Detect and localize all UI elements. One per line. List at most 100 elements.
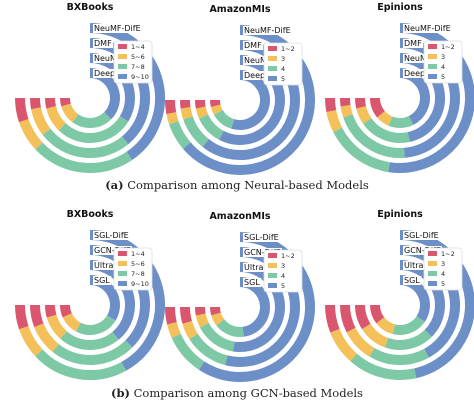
legend-label: 5 xyxy=(281,282,285,290)
ring-segment xyxy=(59,97,71,107)
series-label: SGL-DifE xyxy=(244,233,279,242)
series-label: NeuMF-DifE xyxy=(404,24,451,33)
series-label-bg xyxy=(403,246,442,255)
series-label-bg xyxy=(243,263,283,272)
legend-swatch xyxy=(428,64,437,69)
legend-label: 5~6 xyxy=(131,53,145,61)
legend-swatch xyxy=(118,64,127,69)
caption-tag: (a) xyxy=(105,178,124,192)
legend-frame xyxy=(423,40,463,84)
ring-segment xyxy=(89,68,120,120)
ring-segment xyxy=(60,331,119,350)
ring-segment xyxy=(355,304,371,330)
ring-segment xyxy=(19,325,43,357)
legend-swatch xyxy=(268,46,277,51)
caption-gcn: (b) Comparison among GCN-based Models xyxy=(0,386,474,400)
series-label-bg xyxy=(403,54,433,63)
ring-segment xyxy=(325,304,340,333)
legend: 1~2 3 4 5 xyxy=(263,249,303,293)
ring-segment xyxy=(72,111,112,128)
series-label-bg xyxy=(243,26,292,35)
legend-swatch xyxy=(268,56,277,61)
ring-segment xyxy=(399,230,474,379)
ring-segment xyxy=(62,312,81,332)
legend-label: 5~6 xyxy=(131,260,145,268)
series-label-bg xyxy=(403,69,437,78)
series-label-bg xyxy=(93,54,123,63)
legend-label: 4 xyxy=(441,63,445,71)
ring-segment xyxy=(45,304,57,318)
radial-chart-panel: BXBooks SGL-DifE GCN-DifE UltraGCN SGL 1~4 5~6… xyxy=(15,209,165,380)
series-label: DeepCF xyxy=(404,69,436,78)
legend-label: 1~2 xyxy=(441,43,455,51)
legend-swatch xyxy=(268,273,277,278)
series-label-bg xyxy=(93,231,130,240)
series-label-bg xyxy=(93,39,114,48)
panel-title: Epinions xyxy=(377,2,423,13)
legend: 1~2 3 4 5 xyxy=(423,247,463,291)
ring-segment xyxy=(35,142,133,173)
ring-segment xyxy=(346,327,375,357)
series-label: NeuMF xyxy=(94,54,122,63)
ring-segment xyxy=(46,105,66,131)
legend-swatch xyxy=(118,54,127,59)
series-label-bg xyxy=(243,248,282,257)
series-label-bg xyxy=(403,261,443,270)
ring-segment xyxy=(195,99,206,109)
legend-label: 3 xyxy=(441,53,445,61)
ring-segment xyxy=(195,313,209,328)
legend-swatch xyxy=(118,44,127,49)
legend-label: 4 xyxy=(441,270,445,278)
series-label: UltraGCN xyxy=(404,261,441,270)
caption-neural: (a) Comparison among Neural-based Models xyxy=(0,178,474,192)
legend-swatch xyxy=(268,76,277,81)
series-label: NeuMF-DifE xyxy=(94,24,141,33)
ring-segment xyxy=(218,55,285,145)
ring-segment xyxy=(198,114,224,140)
series-label: UltraGCN xyxy=(244,263,281,272)
ring-segment xyxy=(182,25,315,175)
legend-swatch xyxy=(118,281,127,286)
legend-label: 1~4 xyxy=(131,250,145,258)
ring-segment xyxy=(189,333,228,366)
ring-segment xyxy=(377,110,393,126)
legend-frame xyxy=(263,42,303,86)
ring-segment xyxy=(340,304,356,333)
ring-segment xyxy=(164,306,177,325)
legend-swatch xyxy=(268,66,277,71)
ring-segment xyxy=(75,315,116,335)
series-label-bg xyxy=(93,69,127,78)
ring-segment xyxy=(231,70,270,130)
series-label-bg xyxy=(403,276,422,285)
legend: 1~2 3 4 5 xyxy=(423,40,463,84)
ring-segment xyxy=(388,23,474,173)
legend-label: 3 xyxy=(281,262,285,270)
series-label-bg xyxy=(93,246,132,255)
legend-label: 1~4 xyxy=(131,43,145,51)
ring-segment xyxy=(333,127,391,173)
legend: 1~4 5~6 7~8 9~10 xyxy=(113,40,153,84)
series-label: DeepCF xyxy=(94,69,126,78)
legend: 1~2 3 4 5 xyxy=(263,42,303,86)
ring-segment xyxy=(89,275,120,321)
ring-segment xyxy=(169,120,191,149)
legend-swatch xyxy=(118,271,127,276)
series-label: DeepCF xyxy=(244,71,276,80)
ring-segment xyxy=(165,99,177,115)
ring-segment xyxy=(35,349,127,380)
ring-segment xyxy=(30,304,44,328)
radial-chart-panel: AmazonMIs SGL-DifE GCN-DifE UltraGCN SGL 1~2 3… xyxy=(164,211,315,382)
series-label: SGL-DifE xyxy=(404,231,439,240)
ring-segment xyxy=(180,106,193,120)
series-label-bg xyxy=(243,233,280,242)
legend-label: 7~8 xyxy=(131,63,145,71)
ring-segment xyxy=(52,340,133,365)
panel-title: BXBooks xyxy=(67,209,114,220)
ring-segment xyxy=(198,232,315,382)
ring-segment xyxy=(195,106,209,119)
ring-segment xyxy=(363,117,410,143)
legend-frame xyxy=(263,249,303,293)
series-label-bg xyxy=(243,71,277,80)
ring-segment xyxy=(340,97,351,107)
